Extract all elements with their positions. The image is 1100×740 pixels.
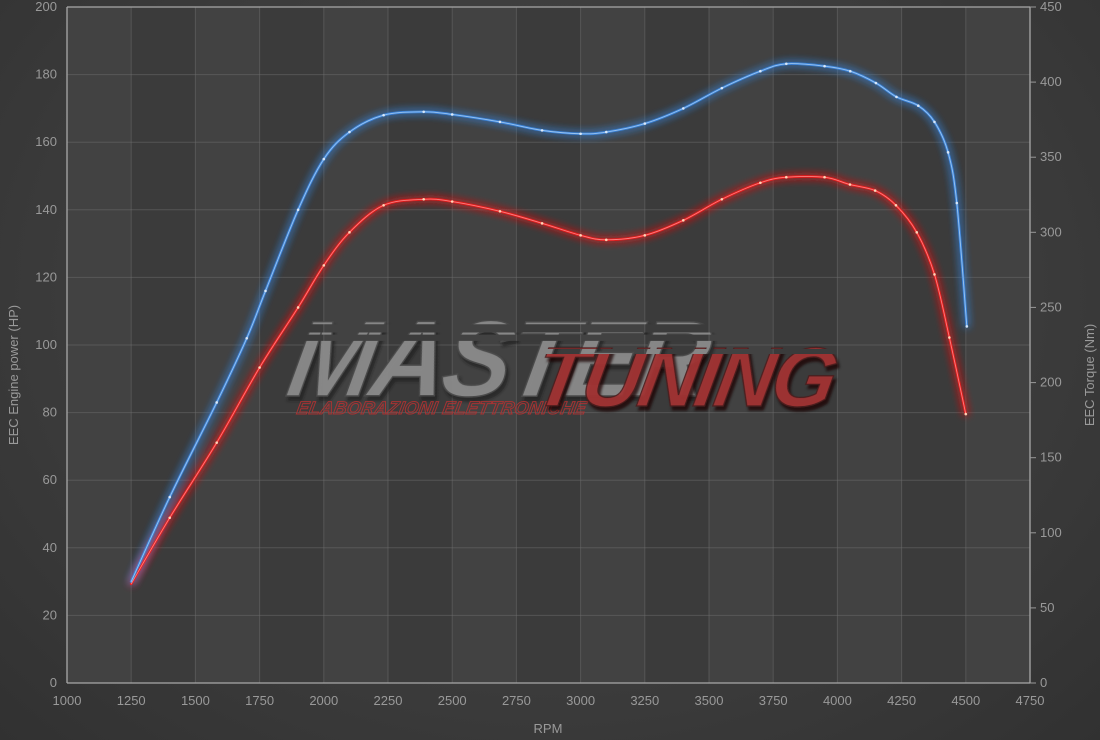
svg-text:140: 140 [35,202,57,217]
svg-text:3750: 3750 [759,693,788,708]
svg-text:60: 60 [43,472,57,487]
svg-text:100: 100 [35,337,57,352]
svg-text:2500: 2500 [438,693,467,708]
svg-text:RPM: RPM [534,721,563,736]
svg-text:200: 200 [1040,375,1062,390]
svg-text:120: 120 [35,269,57,284]
svg-text:350: 350 [1040,149,1062,164]
svg-text:80: 80 [43,405,57,420]
svg-text:4000: 4000 [823,693,852,708]
svg-text:1250: 1250 [117,693,146,708]
svg-text:40: 40 [43,540,57,555]
svg-text:200: 200 [35,0,57,14]
svg-text:2250: 2250 [374,693,403,708]
svg-text:400: 400 [1040,74,1062,89]
svg-text:450: 450 [1040,0,1062,14]
svg-text:0: 0 [1040,675,1047,690]
svg-text:4250: 4250 [887,693,916,708]
svg-text:160: 160 [35,134,57,149]
svg-text:1500: 1500 [181,693,210,708]
svg-text:3250: 3250 [630,693,659,708]
svg-text:1750: 1750 [245,693,274,708]
svg-text:4750: 4750 [1016,693,1045,708]
svg-text:4500: 4500 [951,693,980,708]
svg-text:EEC Engine power (HP): EEC Engine power (HP) [6,305,21,445]
svg-text:50: 50 [1040,600,1054,615]
svg-text:1000: 1000 [53,693,82,708]
svg-text:150: 150 [1040,450,1062,465]
svg-text:20: 20 [43,607,57,622]
svg-text:180: 180 [35,67,57,82]
svg-text:TUNING: TUNING [528,330,843,424]
svg-text:EEC Torque (Nm): EEC Torque (Nm) [1082,324,1097,426]
svg-text:2000: 2000 [309,693,338,708]
svg-text:3500: 3500 [695,693,724,708]
svg-text:2750: 2750 [502,693,531,708]
svg-text:100: 100 [1040,525,1062,540]
svg-text:300: 300 [1040,224,1062,239]
svg-text:0: 0 [50,675,57,690]
svg-text:250: 250 [1040,299,1062,314]
svg-text:3000: 3000 [566,693,595,708]
